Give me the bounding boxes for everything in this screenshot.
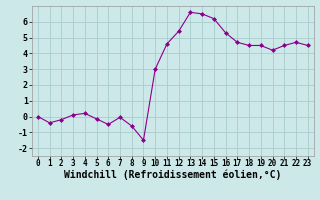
X-axis label: Windchill (Refroidissement éolien,°C): Windchill (Refroidissement éolien,°C) [64, 170, 282, 180]
